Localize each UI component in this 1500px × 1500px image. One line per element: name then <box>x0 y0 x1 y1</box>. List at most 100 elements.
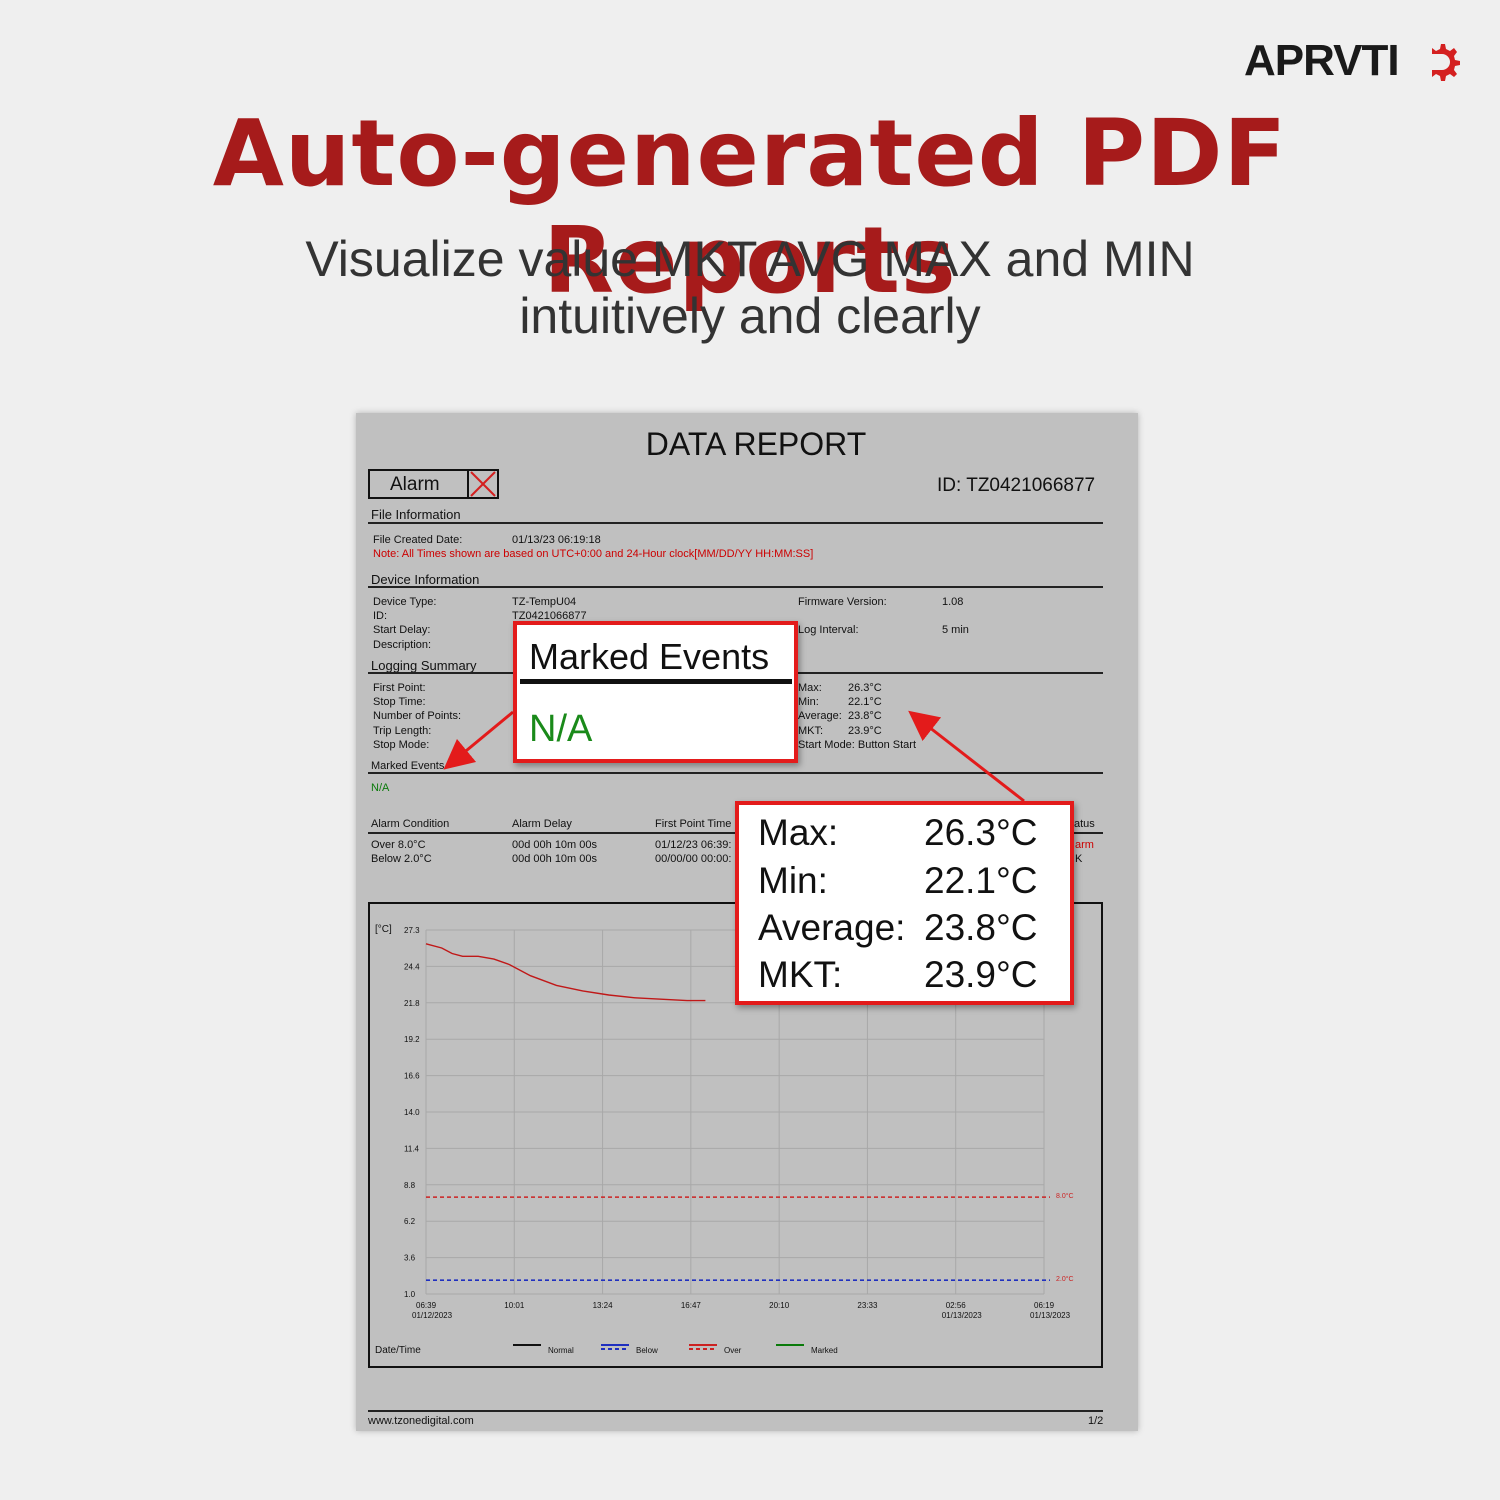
start-delay-label: Start Delay: <box>373 624 431 636</box>
threshold-label: 8.0°C <box>1056 1192 1074 1200</box>
arrow-to-statistics <box>908 710 1025 803</box>
mkt-value: 23.9°C <box>848 725 882 737</box>
statistics-callout <box>735 801 1074 1005</box>
created-value: 01/13/23 06:19:18 <box>512 534 601 546</box>
page-number: 1/2 <box>1088 1415 1104 1427</box>
x-axis-label: Date/Time <box>375 1345 421 1356</box>
callout-mkt-label: MKT: <box>758 954 843 995</box>
divider <box>368 522 1103 524</box>
y-tick-label: 21.8 <box>404 999 420 1008</box>
footer-divider <box>368 1410 1103 1412</box>
divider <box>368 586 1103 588</box>
callout-marked-value: N/A <box>529 708 593 750</box>
callout-mkt-value: 23.9°C <box>924 954 1038 995</box>
max-value: 26.3°C <box>848 682 882 694</box>
alarm-table-header: First Point Time <box>655 818 732 830</box>
y-tick-label: 11.4 <box>404 1144 420 1153</box>
mkt-label: MKT: <box>798 725 824 737</box>
callout-marked-title: Marked Events <box>529 636 770 677</box>
subtitle-line-2: intuitively and clearly <box>519 288 981 344</box>
y-tick-label: 1.0 <box>404 1290 416 1299</box>
time-note: Note: All Times shown are based on UTC+0… <box>373 548 814 560</box>
stop-mode-label: Stop Mode: <box>373 739 430 751</box>
alarm-cell: arm <box>1075 839 1094 851</box>
x-tick-label: 20:10 <box>769 1301 790 1310</box>
y-axis-label: [°C] <box>375 924 392 935</box>
stop-time-label: Stop Time: <box>373 696 426 708</box>
logging-summary-heading: Logging Summary <box>371 658 477 673</box>
y-tick-label: 16.6 <box>404 1072 420 1081</box>
start-mode: Start Mode: Button Start <box>798 739 917 751</box>
max-label: Max: <box>798 682 822 694</box>
y-tick-label: 14.0 <box>404 1108 420 1117</box>
created-label: File Created Date: <box>373 534 463 546</box>
min-label: Min: <box>798 696 819 708</box>
alarm-table-header: Alarm Delay <box>512 818 572 830</box>
divider <box>368 772 1103 774</box>
marked-events-heading: Marked Events <box>371 760 445 772</box>
x-tick-date: 01/13/2023 <box>1030 1311 1071 1320</box>
footer-url[interactable]: www.tzonedigital.com <box>368 1415 474 1427</box>
legend-label: Marked <box>811 1346 838 1355</box>
alarm-cell: Below 2.0°C <box>371 853 432 865</box>
avg-label: Average: <box>798 710 842 722</box>
alarm-cell: Over 8.0°C <box>371 839 426 851</box>
alarm-cell: 00d 00h 10m 00s <box>512 853 598 865</box>
series-line-normal <box>425 943 706 1002</box>
y-tick-label: 19.2 <box>404 1035 420 1044</box>
device-type-value: TZ-TempU04 <box>512 596 577 608</box>
y-tick-label: 24.4 <box>404 962 420 971</box>
headline: Auto-generated PDF Reports <box>212 100 1288 314</box>
alarm-label: Alarm <box>390 474 440 495</box>
x-tick-label: 06:19 <box>1034 1301 1055 1310</box>
report-id: ID: TZ0421066877 <box>937 475 1096 496</box>
subtitle-line-1: Visualize value MKT AVG MAX and MIN <box>305 231 1195 287</box>
alarm-cell: 01/12/23 06:39: <box>655 839 732 851</box>
callout-max-label: Max: <box>758 812 839 853</box>
callout-min-value: 22.1°C <box>924 860 1038 901</box>
first-point-label: First Point: <box>373 682 426 694</box>
y-tick-label: 3.6 <box>404 1254 416 1263</box>
firmware-value: 1.08 <box>942 596 964 608</box>
marked-events-callout <box>513 621 798 763</box>
device-type-label: Device Type: <box>373 596 437 608</box>
log-interval-label: Log Interval: <box>798 624 859 636</box>
alarm-cell: 00d 00h 10m 00s <box>512 839 598 851</box>
x-tick-label: 10:01 <box>504 1301 525 1310</box>
callout-avg-value: 23.8°C <box>924 907 1038 948</box>
alarm-table-header: atus <box>1074 818 1095 830</box>
x-tick-label: 06:39 <box>416 1301 437 1310</box>
num-points-label: Number of Points: <box>373 710 462 722</box>
threshold-label: 2.0°C <box>1056 1275 1074 1283</box>
device-id-value: TZ0421066877 <box>512 610 587 622</box>
y-tick-label: 27.3 <box>404 926 420 935</box>
device-info-heading: Device Information <box>371 572 480 587</box>
x-tick-label: 16:47 <box>681 1301 702 1310</box>
x-tick-label: 13:24 <box>593 1301 614 1310</box>
report-title: DATA REPORT <box>645 426 867 462</box>
device-id-label: ID: <box>373 610 388 622</box>
x-tick-date: 01/13/2023 <box>942 1311 983 1320</box>
callout-max-value: 26.3°C <box>924 812 1038 853</box>
alarm-cell: K <box>1075 853 1083 865</box>
file-info-heading: File Information <box>371 507 461 522</box>
legend-label: Over <box>724 1346 742 1355</box>
legend-label: Below <box>636 1346 658 1355</box>
log-interval-value: 5 min <box>942 624 969 636</box>
gear-icon <box>1432 44 1460 81</box>
legend-label: Normal <box>548 1346 574 1355</box>
alarm-cell: 00/00/00 00:00: <box>655 853 732 865</box>
firmware-label: Firmware Version: <box>798 596 887 608</box>
y-tick-label: 8.8 <box>404 1181 416 1190</box>
x-tick-label: 23:33 <box>857 1301 878 1310</box>
callout-underline <box>520 679 792 684</box>
temperature-chart: 27.3 24.4 21.8 19.2 16.6 14.0 11.4 8.8 6.2 3.6 1.0… <box>375 924 1074 1356</box>
x-tick-date: 01/12/2023 <box>412 1311 453 1320</box>
brand-logo-text: APRVTI <box>1244 36 1400 85</box>
callout-min-label: Min: <box>758 860 828 901</box>
min-value: 22.1°C <box>848 696 882 708</box>
trip-length-label: Trip Length: <box>373 725 432 737</box>
alarm-table-header: Alarm Condition <box>371 818 450 830</box>
description-label: Description: <box>373 639 432 651</box>
